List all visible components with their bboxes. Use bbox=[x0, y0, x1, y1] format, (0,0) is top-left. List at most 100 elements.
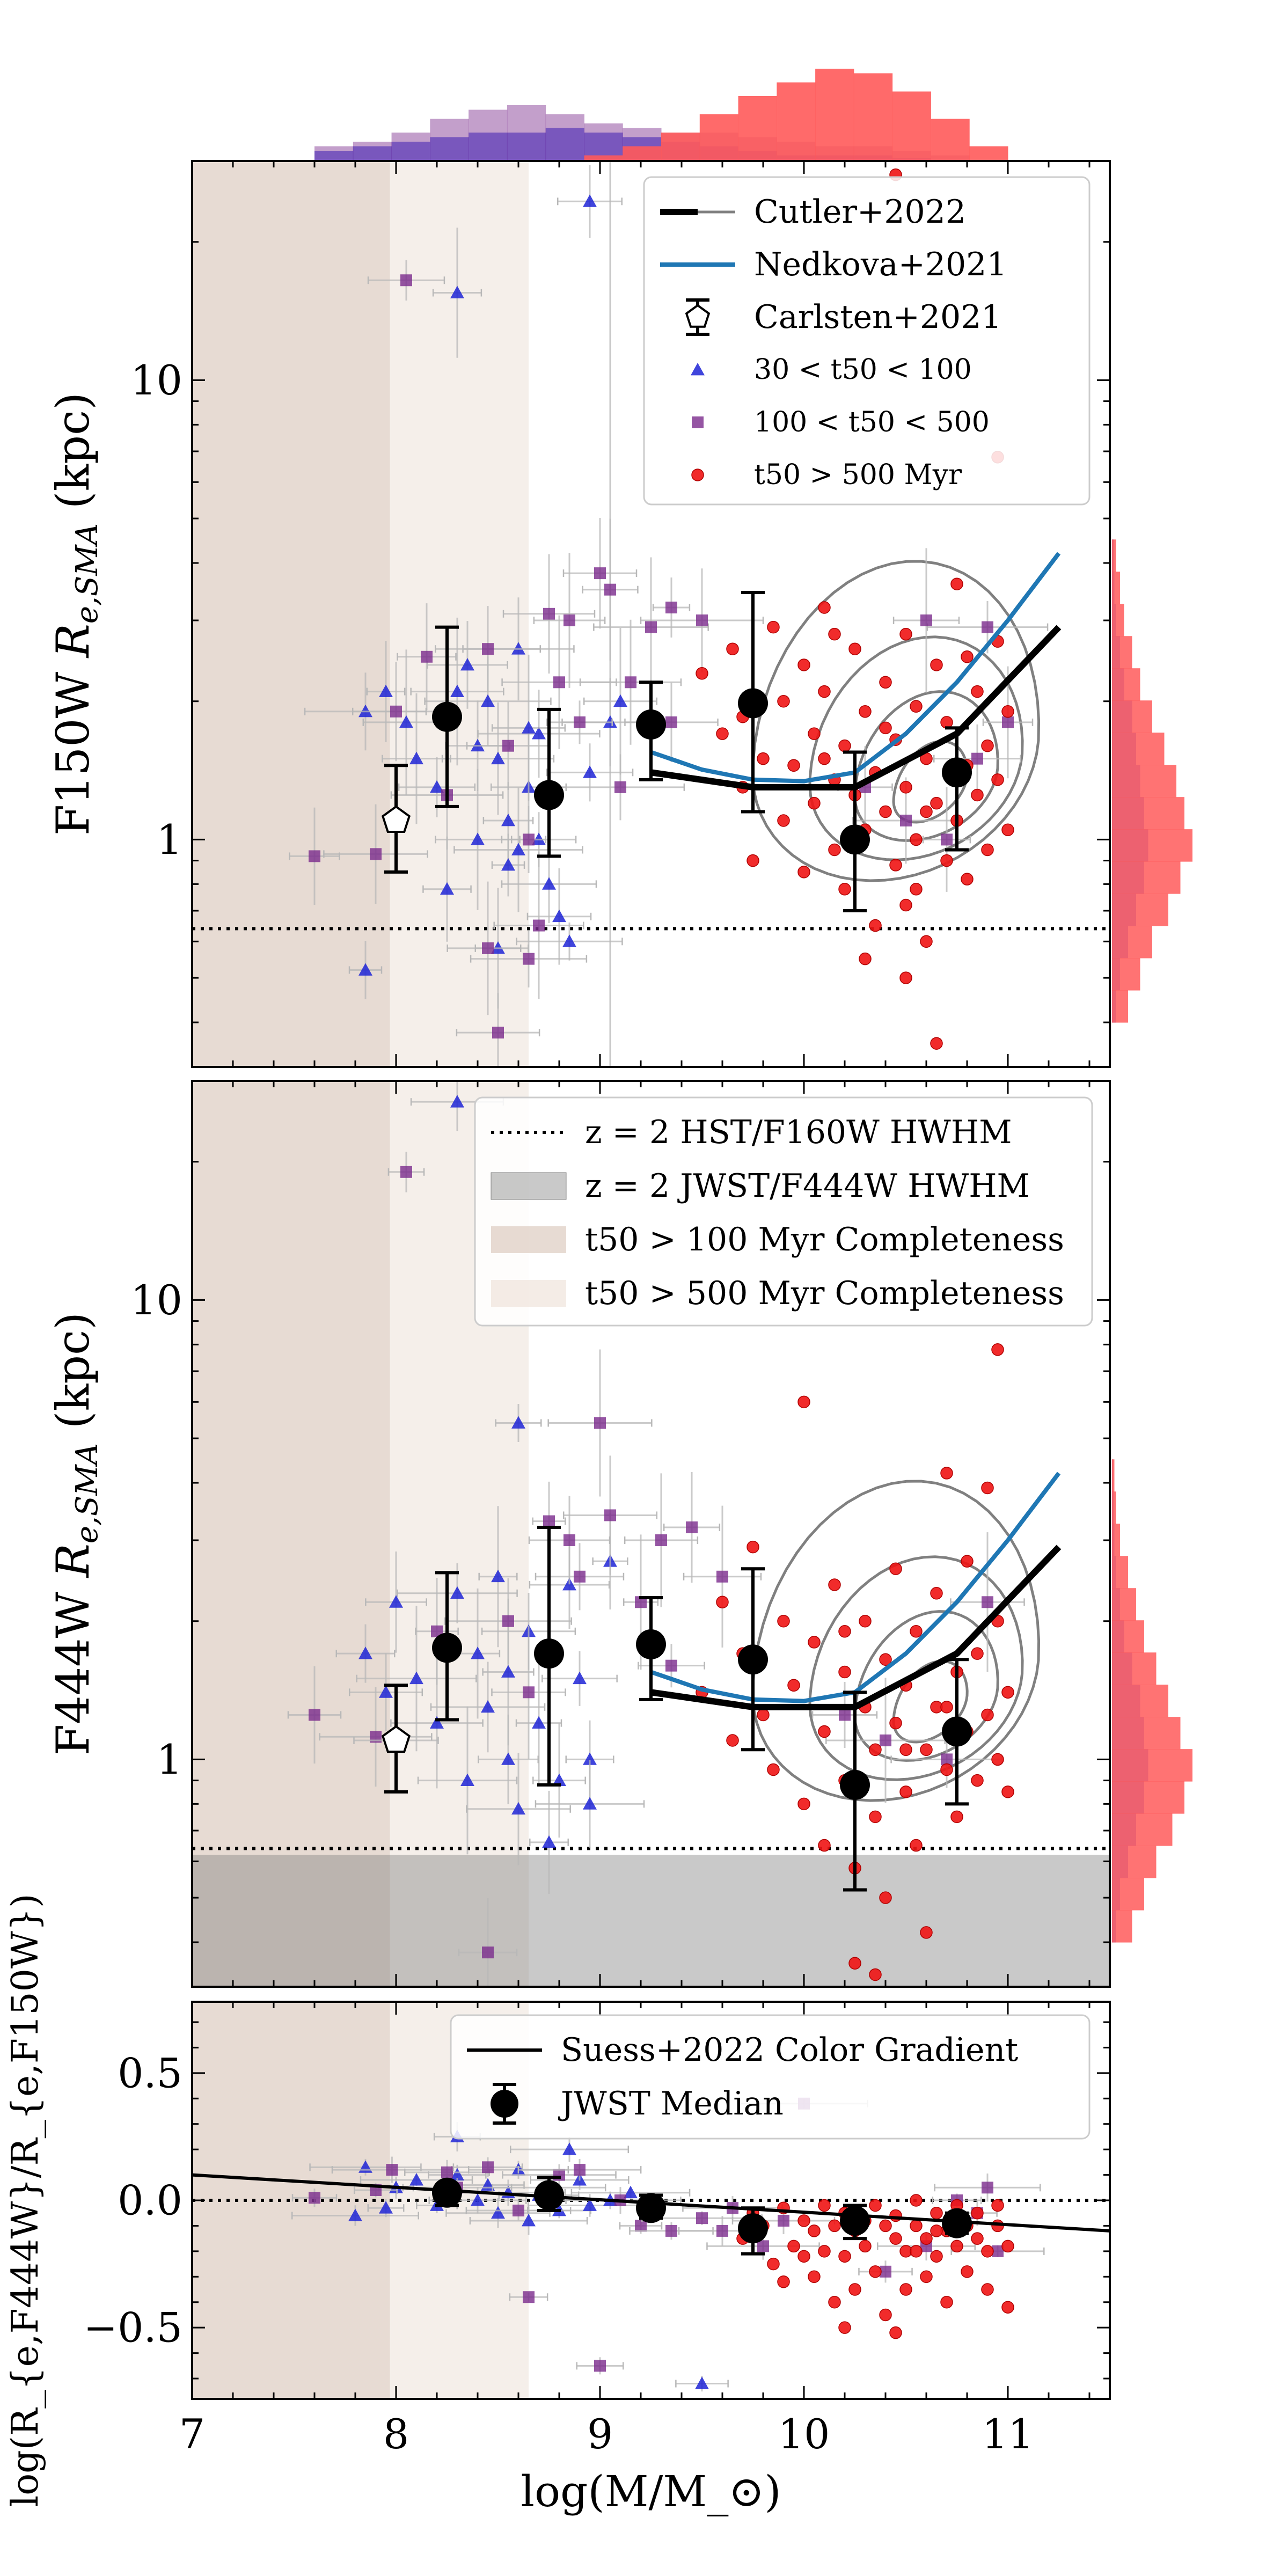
point-red bbox=[777, 814, 790, 827]
jwst-median-point bbox=[840, 1769, 870, 1800]
completeness-t50-100 bbox=[192, 161, 390, 1067]
point-red bbox=[971, 2232, 984, 2245]
side-hist-bar bbox=[1112, 1749, 1192, 1782]
top-hist-bar bbox=[314, 146, 354, 160]
point-purple bbox=[665, 602, 677, 614]
y-tick-label: 10 bbox=[130, 1276, 182, 1324]
point-purple bbox=[655, 1534, 667, 1546]
point-red bbox=[828, 843, 841, 857]
jwst-median-point bbox=[840, 2205, 870, 2236]
point-red bbox=[777, 1614, 790, 1628]
point-purple bbox=[716, 2224, 728, 2237]
point-red bbox=[889, 1716, 902, 1730]
point-red bbox=[879, 805, 892, 818]
point-blue bbox=[695, 2376, 709, 2389]
legend-box bbox=[474, 1096, 1093, 1327]
point-red bbox=[818, 1725, 831, 1738]
side-hist-bar bbox=[1112, 1846, 1157, 1878]
point-red bbox=[899, 627, 912, 641]
point-blue bbox=[532, 727, 546, 740]
point-blue bbox=[379, 2201, 393, 2214]
point-red bbox=[818, 1839, 831, 1852]
point-red bbox=[930, 1587, 943, 1600]
point-red bbox=[1001, 2240, 1014, 2253]
top-hist-bar bbox=[584, 155, 623, 160]
point-red bbox=[920, 805, 933, 818]
point-purple bbox=[900, 814, 912, 826]
legend-label: Nedkova+2021 bbox=[754, 246, 1007, 283]
panel-bottom-axes: 0.5 0.0 −0.5 7 8 9 10 11 log(R_{e,F444W}/R_{e,F1… bbox=[4, 1893, 1111, 2516]
point-purple bbox=[441, 2166, 453, 2178]
point-red bbox=[920, 2232, 933, 2245]
panel-bottom-medians bbox=[432, 2176, 972, 2256]
point-red bbox=[971, 788, 984, 802]
point-red bbox=[940, 1701, 953, 1714]
point-blue bbox=[573, 1671, 587, 1685]
point-blue bbox=[471, 1646, 485, 1659]
point-blue bbox=[542, 877, 556, 890]
point-red bbox=[910, 1625, 923, 1638]
side-hist-bar bbox=[1112, 1588, 1136, 1621]
jwst-median-point bbox=[534, 1638, 564, 1669]
point-purple bbox=[757, 2240, 769, 2252]
point-red bbox=[899, 898, 912, 912]
point-red bbox=[848, 2283, 861, 2296]
jwst-median-point bbox=[738, 688, 768, 719]
legend-handle-red bbox=[691, 469, 704, 481]
point-purple bbox=[533, 919, 545, 932]
jwst-median-point bbox=[636, 709, 666, 740]
point-red bbox=[971, 1647, 984, 1660]
panel-top-axes: 1 10 F150W Re,SMA (kpc) bbox=[47, 160, 1111, 1068]
side-hist-bar bbox=[1112, 829, 1192, 862]
point-red bbox=[808, 796, 821, 810]
point-blue bbox=[358, 963, 372, 976]
density-contour bbox=[751, 560, 1041, 882]
point-red bbox=[899, 1785, 912, 1798]
point-blue bbox=[501, 1752, 515, 1765]
panel-bottom: 0.5 0.0 −0.5 7 8 9 10 11 log(R_{e,F444W}/R_{e,F1… bbox=[4, 1893, 1111, 2516]
point-blue bbox=[450, 1586, 464, 1599]
point-red bbox=[910, 2194, 923, 2207]
y-tick-label: 0.5 bbox=[118, 2049, 182, 2097]
point-purple bbox=[523, 1686, 535, 1699]
point-red bbox=[828, 1578, 841, 1591]
top-hist-bar bbox=[777, 82, 816, 160]
point-red bbox=[797, 866, 810, 879]
axes-frame bbox=[191, 1080, 1111, 1988]
top-hist-bar bbox=[391, 133, 430, 160]
point-purple bbox=[880, 1734, 891, 1746]
point-red bbox=[889, 2209, 902, 2222]
point-red bbox=[828, 2219, 841, 2233]
point-red bbox=[787, 759, 800, 772]
point-red bbox=[757, 752, 770, 765]
jwst-median-point bbox=[636, 1629, 666, 1660]
point-red bbox=[899, 2283, 912, 2296]
jwst-median-point bbox=[942, 757, 972, 788]
point-blue bbox=[501, 813, 515, 826]
point-red bbox=[838, 739, 851, 752]
point-blue bbox=[491, 751, 505, 765]
right-marginal-histogram-middle bbox=[1112, 1459, 1192, 1943]
legend-label: Suess+2022 Color Gradient bbox=[561, 2031, 1018, 2069]
y-axis-label: F444W Re,SMA (kpc) bbox=[47, 1312, 105, 1755]
point-purple bbox=[574, 1570, 586, 1583]
point-red bbox=[797, 1395, 810, 1409]
point-red bbox=[981, 2283, 994, 2296]
point-purple bbox=[390, 705, 402, 718]
point-red bbox=[879, 2308, 892, 2322]
point-purple bbox=[941, 833, 953, 846]
point-blue bbox=[583, 194, 597, 207]
point-red bbox=[828, 627, 841, 641]
panel-top-legend: Cutler+2022 Nedkova+2021 Carlsten+2021 30 <… bbox=[643, 176, 1091, 506]
point-red bbox=[848, 642, 861, 655]
point-purple bbox=[716, 1570, 728, 1583]
point-purple bbox=[482, 1946, 494, 1959]
point-purple bbox=[625, 676, 636, 689]
point-purple bbox=[309, 2192, 320, 2204]
jwst-median-point bbox=[534, 780, 564, 810]
point-purple bbox=[880, 2265, 891, 2278]
point-red bbox=[910, 2245, 923, 2258]
point-red bbox=[787, 1679, 800, 1692]
point-red bbox=[838, 1665, 851, 1679]
top-hist-bar bbox=[699, 114, 739, 160]
